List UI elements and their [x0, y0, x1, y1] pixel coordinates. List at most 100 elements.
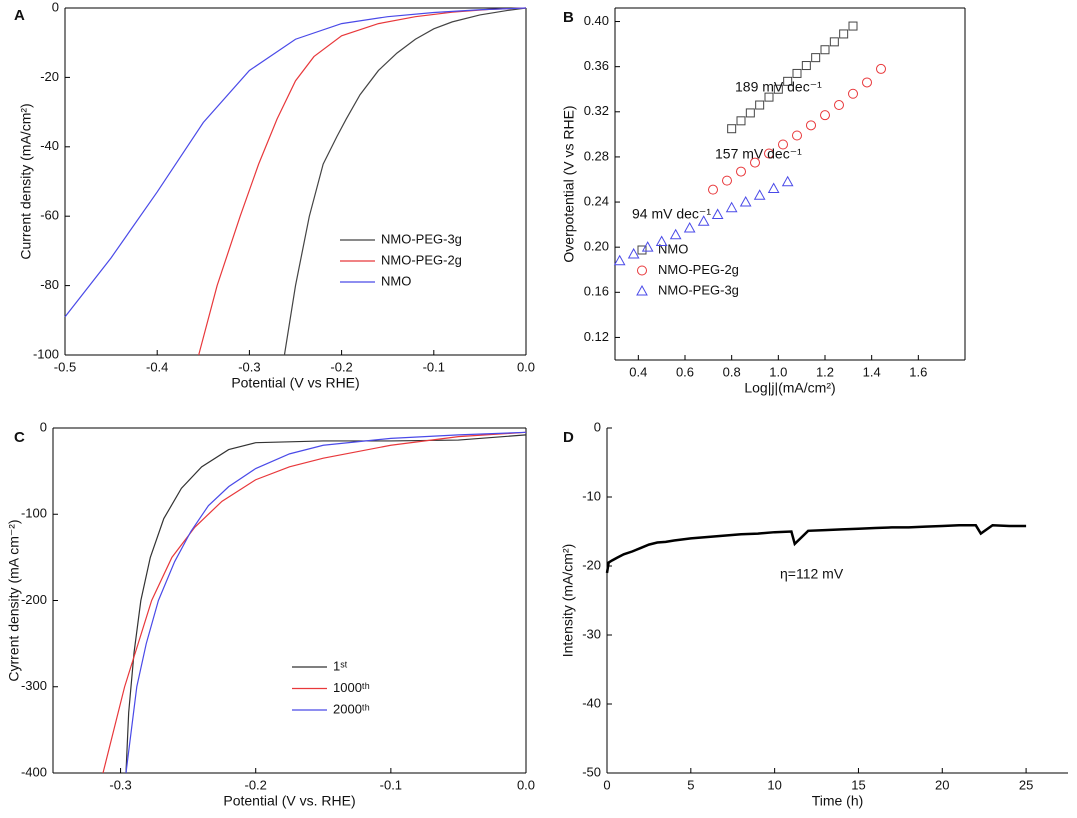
x-tick-label: 1.0	[769, 364, 787, 379]
line	[125, 434, 527, 774]
point	[764, 92, 774, 102]
line	[64, 7, 527, 318]
y-tick-label: 0.32	[584, 103, 609, 118]
x-tick-label: -0.1	[380, 777, 402, 792]
x-tick-label: -0.5	[54, 359, 76, 374]
point	[708, 184, 718, 195]
y-axis-label: Current density (mA/cm²)	[18, 103, 34, 259]
legend-label: NMO-PEG-3g	[381, 231, 462, 246]
point	[764, 148, 774, 159]
legend-label: NMO-PEG-2g	[381, 252, 462, 267]
annotation: η=112 mV	[780, 566, 844, 582]
annotation: 94 mV dec⁻¹	[632, 206, 711, 222]
line	[198, 7, 527, 356]
x-tick-label: 5	[687, 777, 694, 792]
point	[806, 120, 816, 131]
point	[820, 45, 830, 55]
y-tick-label: -40	[582, 695, 601, 710]
point	[767, 182, 780, 194]
point	[641, 241, 654, 252]
legend-label: 1ˢᵗ	[333, 658, 348, 673]
y-tick-label: -20	[582, 557, 601, 572]
x-axis-label: Potential (V vs RHE)	[231, 375, 359, 391]
point	[613, 254, 626, 266]
y-tick-label: -80	[40, 277, 59, 292]
y-tick-label: -20	[40, 69, 59, 84]
point	[727, 124, 737, 134]
x-tick-label: 0.6	[676, 364, 694, 379]
point	[783, 76, 793, 86]
y-tick-label: -400	[21, 764, 47, 779]
y-axis-label: Intensity (mA/cm²)	[560, 544, 576, 658]
x-tick-label: -0.3	[238, 359, 260, 374]
x-tick-label: 0	[603, 777, 610, 792]
x-tick-label: -0.2	[330, 359, 352, 374]
point	[697, 215, 710, 226]
point	[876, 63, 886, 74]
x-tick-label: -0.2	[245, 777, 267, 792]
point	[736, 166, 746, 177]
y-tick-label: 0.36	[584, 58, 609, 73]
x-tick-label: 1.4	[863, 364, 881, 379]
y-tick-label: -300	[21, 678, 47, 693]
y-tick-label: -30	[582, 626, 601, 641]
panel-label: B	[563, 9, 574, 26]
y-tick-label: 0	[40, 419, 47, 434]
point	[683, 221, 696, 233]
point	[848, 21, 858, 31]
line	[102, 431, 527, 774]
y-axis-label: Overpotential (V vs RHE)	[561, 105, 577, 262]
point	[637, 245, 647, 255]
x-axis-label: Log|j|(mA/cm²)	[744, 380, 835, 396]
y-tick-label: -50	[582, 764, 601, 779]
x-tick-label: 1.6	[909, 364, 927, 379]
legend-label: 1000ᵗʰ	[333, 680, 370, 695]
y-tick-label: 0	[52, 0, 59, 14]
y-tick-label: 0.24	[584, 193, 609, 208]
point	[781, 175, 794, 187]
point	[778, 139, 788, 150]
y-tick-label: 0.12	[584, 329, 609, 344]
point	[820, 110, 830, 121]
point	[834, 100, 844, 111]
y-tick-label: -100	[21, 506, 47, 521]
point	[655, 235, 668, 247]
point	[801, 61, 811, 71]
point	[839, 29, 849, 39]
point	[792, 130, 802, 141]
point	[745, 108, 755, 118]
x-tick-label: 25	[1019, 777, 1033, 792]
y-tick-label: 0.20	[584, 239, 609, 254]
line	[125, 431, 527, 774]
point	[637, 265, 647, 276]
x-tick-label: 10	[767, 777, 781, 792]
y-tick-label: -200	[21, 592, 47, 607]
legend-label: NMO	[381, 273, 411, 288]
x-tick-label: -0.3	[109, 777, 131, 792]
x-tick-label: 1.2	[816, 364, 834, 379]
y-tick-label: -100	[33, 346, 59, 361]
point	[773, 84, 783, 94]
point	[736, 116, 746, 126]
y-tick-label: 0.16	[584, 284, 609, 299]
y-tick-label: 0.28	[584, 148, 609, 163]
point	[627, 247, 640, 259]
point	[829, 37, 839, 47]
point	[722, 175, 732, 186]
legend-label: 2000ᵗʰ	[333, 701, 370, 716]
y-tick-label: -60	[40, 208, 59, 223]
x-tick-label: 0.4	[629, 364, 647, 379]
legend-label: NMO-PEG-3g	[658, 282, 739, 297]
point	[725, 201, 738, 213]
x-tick-label: 15	[851, 777, 865, 792]
legend-label: NMO-PEG-2g	[658, 262, 739, 277]
annotation: 157 mV dec⁻¹	[715, 146, 802, 162]
line	[605, 524, 1027, 574]
y-tick-label: -40	[40, 138, 59, 153]
panel-label: C	[14, 429, 25, 446]
x-tick-label: 0.0	[517, 359, 535, 374]
x-axis-label: Potential (V vs. RHE)	[223, 793, 355, 809]
y-tick-label: -10	[582, 488, 601, 503]
